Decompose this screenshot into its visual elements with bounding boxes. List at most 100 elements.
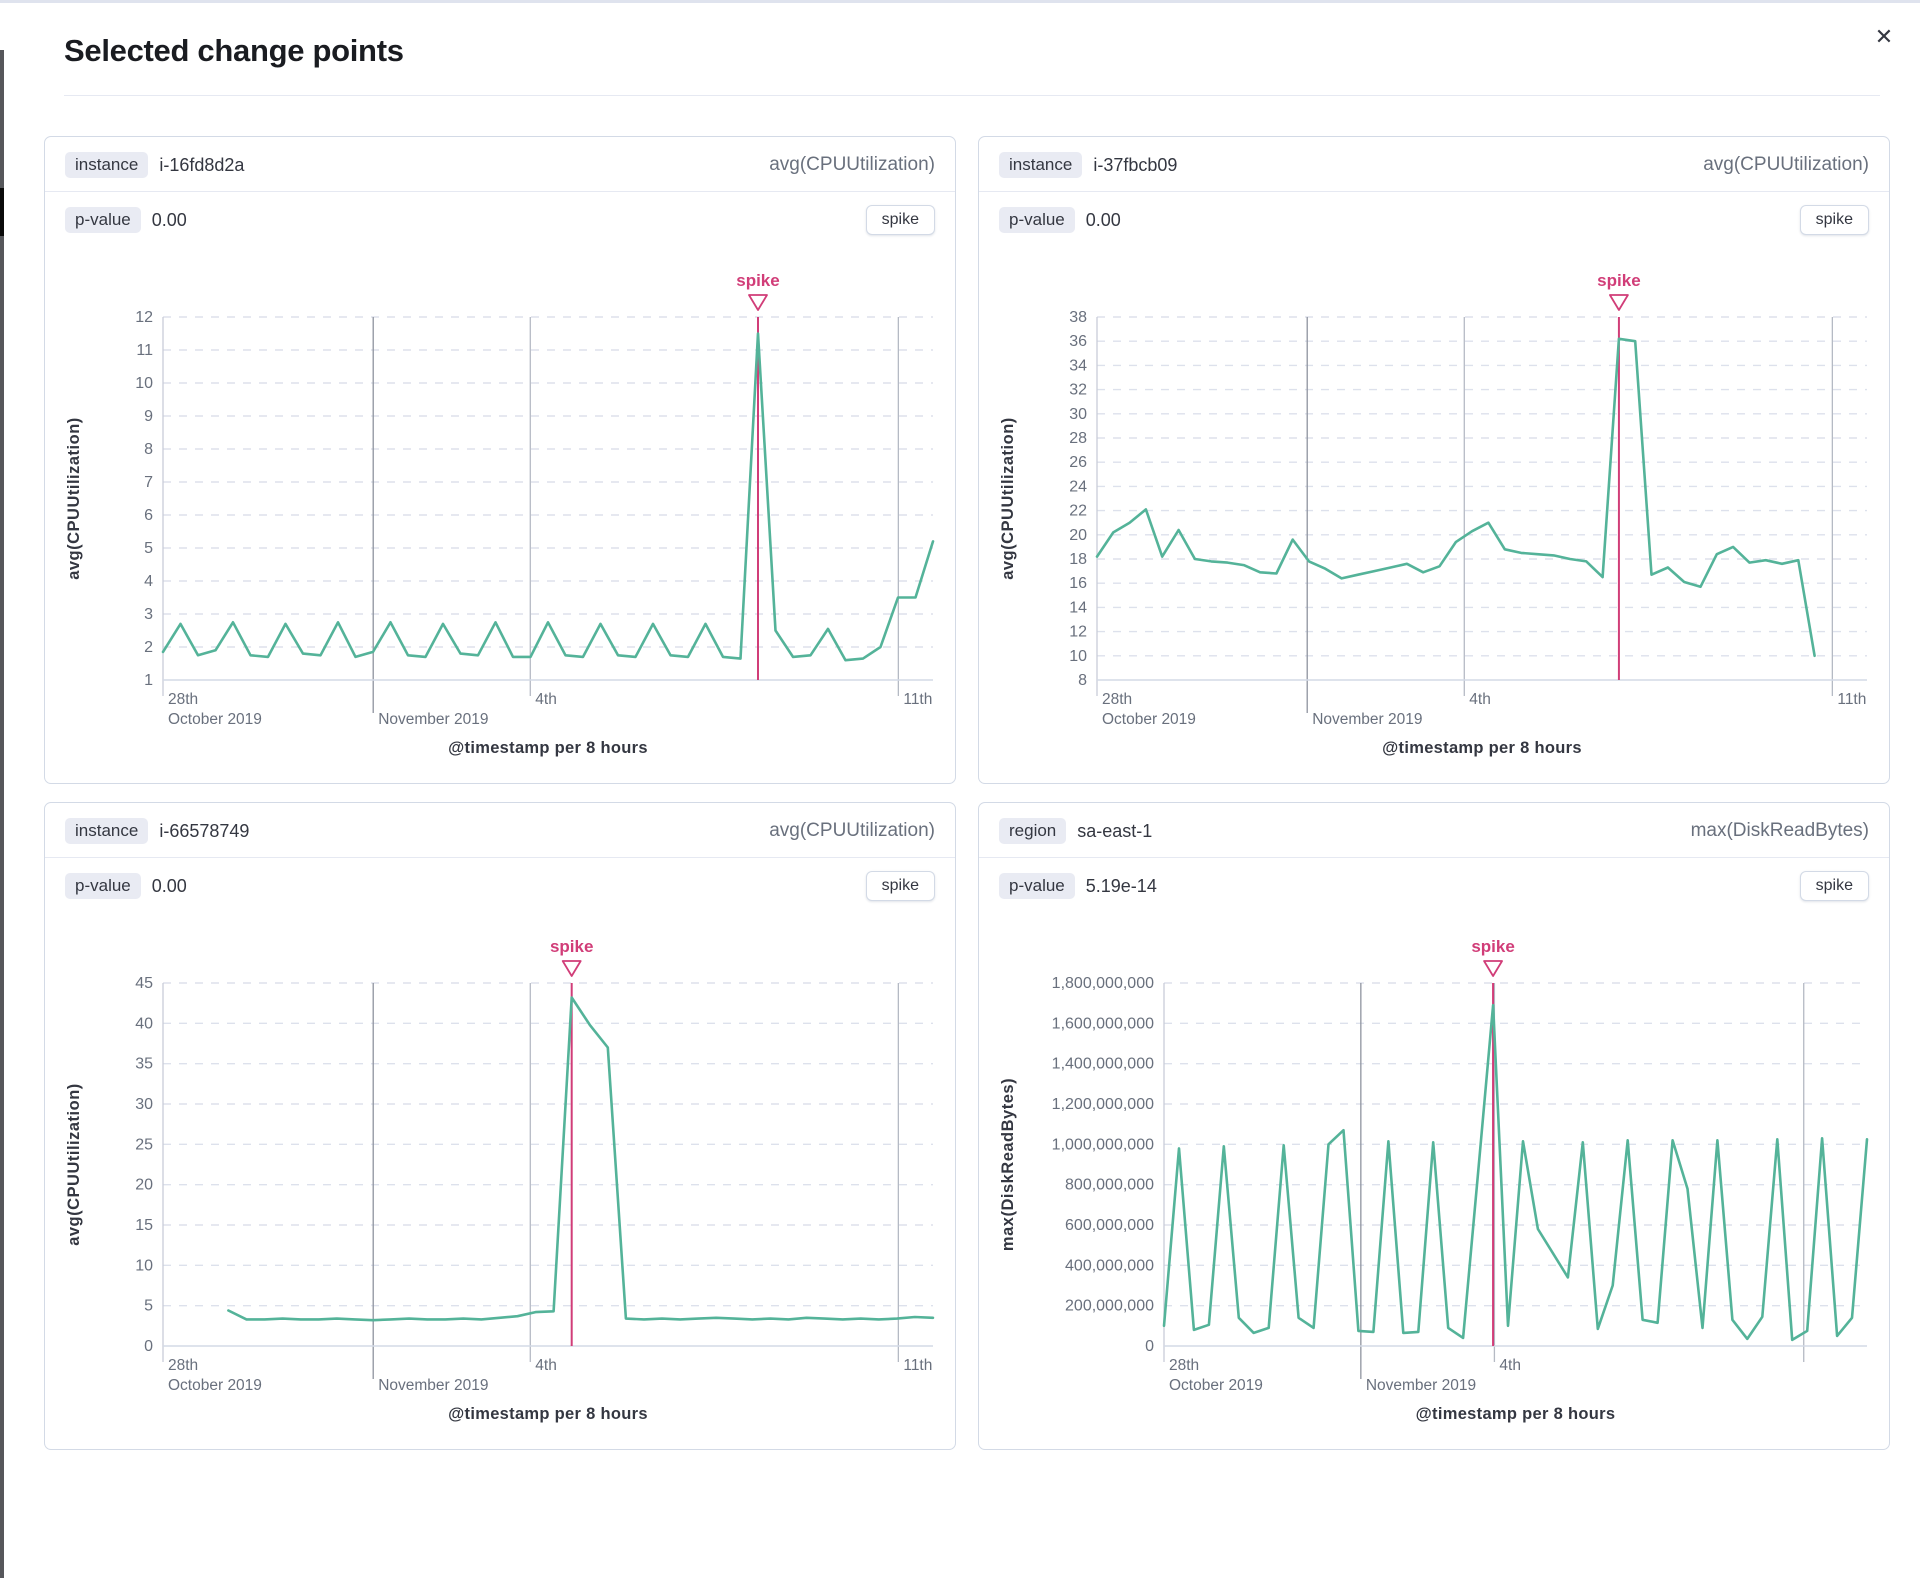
field-badge: instance <box>65 152 149 178</box>
svg-text:1,800,000,000: 1,800,000,000 <box>1052 975 1154 992</box>
svg-text:16: 16 <box>1069 575 1087 592</box>
svg-text:November 2019: November 2019 <box>378 711 488 728</box>
svg-text:24: 24 <box>1069 478 1087 495</box>
svg-text:2: 2 <box>144 639 153 656</box>
spike-annotation-label: spike <box>1471 937 1514 956</box>
field-badge: instance <box>999 152 1083 178</box>
change-point-chart: 1 2 3 4 5 6 7 8 9 10 11 12 28th October 2019 November … <box>45 265 955 770</box>
field-value: i-37fbcb09 <box>1093 154 1178 175</box>
svg-text:20: 20 <box>1069 527 1087 544</box>
change-point-grid: instance i-16fd8d2a avg(CPUUtilization) … <box>44 136 1920 1450</box>
card-divider <box>45 191 955 192</box>
svg-text:40: 40 <box>135 1015 153 1032</box>
svg-text:20: 20 <box>135 1177 153 1194</box>
svg-text:10: 10 <box>135 1257 153 1274</box>
svg-text:34: 34 <box>1069 357 1087 374</box>
field-value: sa-east-1 <box>1077 820 1153 841</box>
spike-type-button[interactable]: spike <box>865 871 935 901</box>
field-value: i-66578749 <box>159 820 250 841</box>
svg-text:4th: 4th <box>535 1357 557 1374</box>
svg-text:0: 0 <box>1145 1338 1154 1355</box>
change-point-card: region sa-east-1 max(DiskReadBytes) p-va… <box>978 802 1890 1450</box>
card-divider <box>979 857 1889 858</box>
svg-text:4th: 4th <box>1469 691 1491 708</box>
svg-text:45: 45 <box>135 975 153 992</box>
metric-label: avg(CPUUtilization) <box>1703 154 1869 175</box>
svg-text:28th: 28th <box>1169 1357 1199 1374</box>
svg-text:11: 11 <box>136 342 153 359</box>
spike-type-button[interactable]: spike <box>1799 205 1869 235</box>
svg-text:12: 12 <box>1069 624 1087 641</box>
svg-text:8: 8 <box>1078 672 1087 689</box>
p-value-badge: p-value <box>65 207 141 233</box>
svg-text:5: 5 <box>144 1298 153 1315</box>
change-points-modal: Selected change points ✕ instance i-16fd… <box>4 3 1920 1578</box>
svg-text:8: 8 <box>144 441 153 458</box>
svg-text:@timestamp per 8 hours: @timestamp per 8 hours <box>448 1405 648 1423</box>
spike-annotation-marker <box>1609 294 1629 311</box>
card-divider <box>45 857 955 858</box>
svg-text:October 2019: October 2019 <box>168 711 262 728</box>
svg-text:11th: 11th <box>903 691 932 708</box>
svg-text:11th: 11th <box>1837 691 1866 708</box>
svg-text:@timestamp per 8 hours: @timestamp per 8 hours <box>1382 739 1582 757</box>
svg-text:October 2019: October 2019 <box>1102 711 1196 728</box>
svg-text:9: 9 <box>144 408 153 425</box>
change-point-card: instance i-37fbcb09 avg(CPUUtilization) … <box>978 136 1890 784</box>
svg-text:600,000,000: 600,000,000 <box>1065 1217 1154 1234</box>
svg-text:30: 30 <box>1069 406 1087 423</box>
svg-text:200,000,000: 200,000,000 <box>1065 1298 1154 1315</box>
spike-type-button[interactable]: spike <box>1799 871 1869 901</box>
svg-text:18: 18 <box>1069 551 1087 568</box>
svg-text:max(DiskReadBytes): max(DiskReadBytes) <box>999 1078 1017 1251</box>
change-point-card: instance i-66578749 avg(CPUUtilization) … <box>44 802 956 1450</box>
svg-text:28th: 28th <box>1102 691 1132 708</box>
background-page-edge-dark <box>0 188 4 236</box>
p-value-badge: p-value <box>65 873 141 899</box>
change-point-chart: 8 10 12 14 16 18 20 22 24 26 28 30 32 34 36 38 28th Octob… <box>979 265 1889 770</box>
svg-text:14: 14 <box>1069 599 1087 616</box>
svg-text:7: 7 <box>144 474 153 491</box>
svg-text:@timestamp per 8 hours: @timestamp per 8 hours <box>448 739 648 757</box>
spike-annotation-marker <box>748 294 768 311</box>
series-line <box>161 332 935 662</box>
page-title: Selected change points <box>64 33 404 68</box>
p-value: 0.00 <box>151 875 187 896</box>
svg-text:25: 25 <box>135 1136 153 1153</box>
svg-text:400,000,000: 400,000,000 <box>1065 1257 1154 1274</box>
svg-text:800,000,000: 800,000,000 <box>1065 1177 1154 1194</box>
svg-text:38: 38 <box>1069 309 1087 326</box>
spike-annotation-label: spike <box>736 271 779 290</box>
svg-text:12: 12 <box>135 309 153 326</box>
svg-text:28: 28 <box>1069 430 1087 447</box>
change-point-chart: 0 5 10 15 20 25 30 35 40 45 28th October 2019 Novemb… <box>45 931 955 1436</box>
svg-text:avg(CPUUtilization): avg(CPUUtilization) <box>65 417 83 580</box>
svg-text:4th: 4th <box>535 691 557 708</box>
svg-text:28th: 28th <box>168 1357 198 1374</box>
svg-text:1: 1 <box>144 672 153 689</box>
svg-text:3: 3 <box>144 606 153 623</box>
close-icon[interactable]: ✕ <box>1866 19 1902 55</box>
p-value-badge: p-value <box>999 207 1075 233</box>
svg-text:32: 32 <box>1069 382 1087 399</box>
svg-text:4th: 4th <box>1499 1357 1521 1374</box>
svg-text:10: 10 <box>135 375 153 392</box>
change-point-chart: 0 200,000,000 400,000,000 600,000,000 800,00… <box>979 931 1889 1436</box>
svg-text:4: 4 <box>144 573 153 590</box>
spike-annotation-label: spike <box>1597 271 1640 290</box>
metric-label: avg(CPUUtilization) <box>769 820 935 841</box>
metric-label: max(DiskReadBytes) <box>1690 820 1869 841</box>
svg-text:avg(CPUUtilization): avg(CPUUtilization) <box>65 1083 83 1246</box>
spike-type-button[interactable]: spike <box>865 205 935 235</box>
svg-text:1,000,000,000: 1,000,000,000 <box>1052 1136 1154 1153</box>
svg-text:November 2019: November 2019 <box>1366 1377 1476 1394</box>
field-badge: region <box>999 818 1067 844</box>
svg-text:26: 26 <box>1069 454 1087 471</box>
page-top-border <box>0 0 1920 3</box>
svg-text:1,200,000,000: 1,200,000,000 <box>1052 1096 1154 1113</box>
p-value: 0.00 <box>1085 209 1121 230</box>
svg-text:28th: 28th <box>168 691 198 708</box>
svg-text:30: 30 <box>135 1096 153 1113</box>
svg-text:5: 5 <box>144 540 153 557</box>
series-line <box>227 996 935 1322</box>
